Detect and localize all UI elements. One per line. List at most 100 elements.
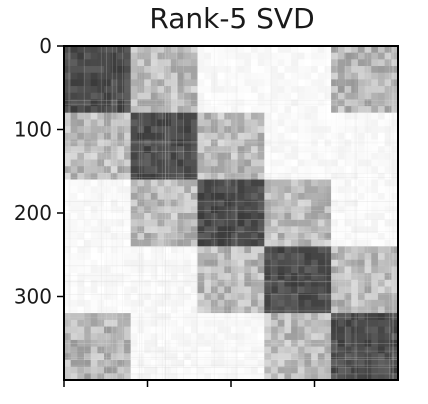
heatmap-texture [110,219,118,227]
heatmap-texture [150,353,158,361]
heatmap-texture [197,273,205,281]
heatmap-texture [124,259,132,267]
heatmap-texture [391,106,399,114]
heatmap-texture [311,246,319,254]
heatmap-texture [117,146,125,154]
heatmap-texture [357,139,365,147]
heatmap-texture [124,192,132,200]
heatmap-texture [371,259,379,267]
heatmap-texture [264,293,272,301]
heatmap-texture [184,333,192,341]
heatmap-texture [331,353,339,361]
heatmap-texture [251,306,259,314]
heatmap-texture [291,286,299,294]
heatmap-texture [364,286,372,294]
heatmap-texture [311,306,319,314]
heatmap-texture [364,79,372,87]
heatmap-texture [217,59,225,67]
heatmap-texture [84,46,92,53]
heatmap-texture [304,72,312,80]
heatmap-texture [284,92,292,100]
heatmap-texture [110,46,118,53]
heatmap-texture [297,253,305,261]
heatmap-texture [317,79,325,87]
heatmap-texture [157,199,165,207]
heatmap-texture [251,366,259,374]
heatmap-texture [291,119,299,127]
heatmap-texture [371,226,379,234]
heatmap-texture [197,112,205,120]
heatmap-texture [117,319,125,327]
heatmap-texture [357,273,365,281]
heatmap-streak [165,46,166,380]
heatmap-texture [244,106,252,114]
heatmap-texture [150,253,158,261]
heatmap-texture [217,146,225,154]
heatmap-texture [311,233,319,241]
heatmap-texture [304,246,312,254]
heatmap-texture [130,99,138,107]
heatmap-texture [371,152,379,160]
heatmap-block-r1-c5 [331,46,399,114]
heatmap-texture [377,186,385,194]
heatmap-texture [351,213,359,220]
heatmap-texture [184,206,192,214]
heatmap-texture [157,359,165,367]
heatmap-texture [204,106,212,114]
heatmap-texture [344,333,352,341]
heatmap-texture [317,179,325,187]
heatmap-texture [304,326,312,334]
heatmap-texture [297,373,305,381]
heatmap-texture [277,126,285,134]
heatmap-texture [231,199,238,207]
heatmap-texture [304,306,312,314]
heatmap-texture [224,159,232,167]
heatmap-texture [144,86,152,94]
heatmap-texture [344,206,352,214]
heatmap-texture [244,92,252,100]
heatmap-texture [150,172,158,180]
heatmap-texture [97,206,105,214]
heatmap-texture [257,179,265,187]
heatmap-block-r4-c5 [331,246,399,314]
heatmap-texture [337,279,345,287]
heatmap-texture [251,119,259,127]
heatmap-texture [104,226,112,234]
heatmap-texture [317,366,325,374]
heatmap-texture [391,339,399,347]
heatmap-streak [392,46,394,380]
heatmap-texture [217,299,225,307]
heatmap-texture [224,306,232,314]
heatmap-texture [304,106,312,114]
heatmap-texture [331,259,339,267]
heatmap-texture [77,206,85,214]
heatmap-texture [384,106,392,114]
heatmap-texture [110,286,118,294]
heatmap-block-r1-c2 [130,46,198,114]
heatmap-block-r5-c4 [264,313,332,381]
heatmap-texture [337,359,345,367]
heatmap-texture [190,72,198,80]
heatmap-texture [344,339,352,347]
heatmap-texture [377,233,385,241]
heatmap-streak [389,46,391,380]
heatmap-streak [116,46,118,380]
heatmap-block-r1-c4 [264,46,332,114]
heatmap-texture [297,233,305,241]
heatmap-texture [264,299,272,307]
heatmap-texture [231,346,238,354]
heatmap-texture [144,59,152,67]
heatmap-texture [291,326,299,334]
heatmap-texture [177,92,185,100]
heatmap-texture [117,186,125,194]
heatmap-texture [190,66,198,74]
heatmap-texture [164,139,172,147]
heatmap-texture [97,353,105,361]
heatmap-texture [190,326,198,334]
heatmap-texture [97,112,105,120]
heatmap-texture [257,192,265,200]
heatmap-texture [351,279,359,287]
heatmap-texture [384,239,392,247]
heatmap-texture [210,213,218,220]
heatmap-texture [351,132,359,140]
